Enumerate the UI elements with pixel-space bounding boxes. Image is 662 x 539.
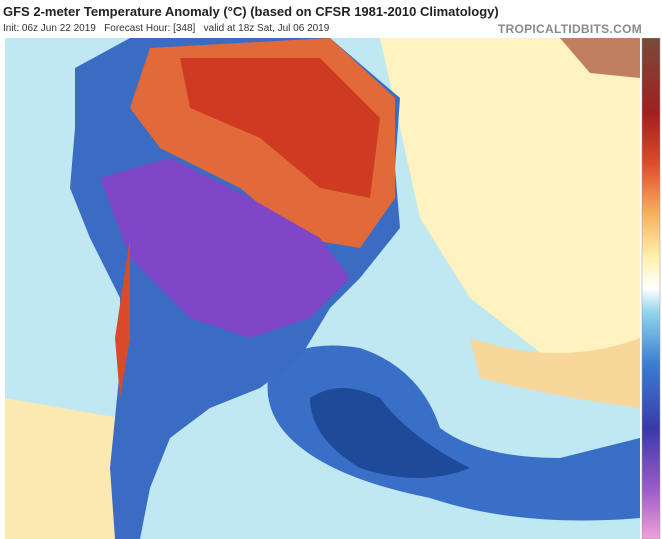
watermark: TROPICALTIDBITS.COM bbox=[497, 22, 642, 36]
map-subtitle: Init: 06z Jun 22 2019 Forecast Hour: [34… bbox=[3, 23, 330, 34]
warm-atlantic bbox=[380, 38, 640, 368]
map-title: GFS 2-meter Temperature Anomaly (°C) (ba… bbox=[3, 4, 499, 19]
africa bbox=[560, 38, 640, 78]
warm-band bbox=[470, 338, 640, 408]
cold-ocean bbox=[267, 345, 640, 521]
colorbar bbox=[641, 38, 661, 539]
cold-anomaly bbox=[100, 158, 350, 338]
hot-core bbox=[180, 58, 380, 198]
cold-core bbox=[310, 388, 470, 478]
warm-pacific bbox=[5, 398, 130, 539]
andes-warm bbox=[115, 238, 130, 398]
map bbox=[5, 38, 661, 539]
